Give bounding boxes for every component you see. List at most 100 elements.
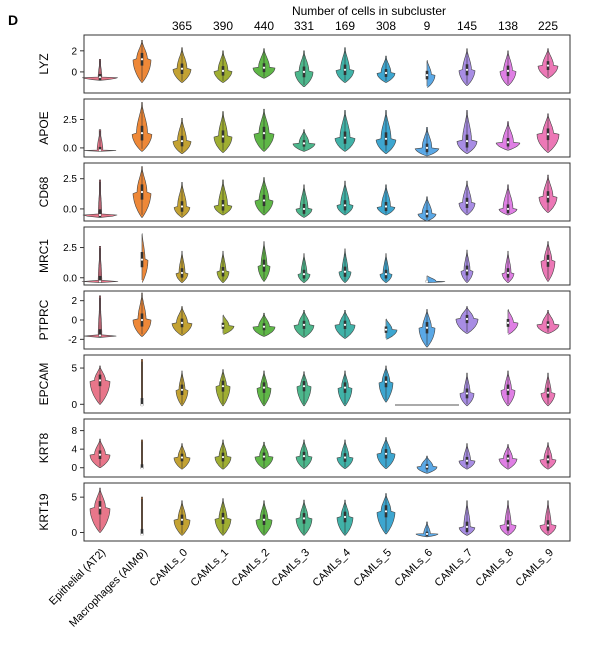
violin-median [140, 258, 144, 261]
x-group-label: CAMLs_9 [513, 547, 556, 590]
violin-median [98, 379, 102, 382]
violin-epcam-0 [89, 365, 111, 405]
x-group-label: CAMLs_0 [147, 547, 190, 590]
violin-apoe-1 [131, 102, 153, 152]
violin-epcam-7 [378, 365, 394, 403]
y-tick-label: 0.0 [63, 204, 77, 215]
violin-median [180, 67, 184, 70]
violin-apoe-7 [375, 110, 397, 154]
x-axis-group-labels: Epithelial (AT2)Macrophages (AIMΦ)CAMLs_… [47, 547, 556, 630]
violin-cd68-8 [417, 196, 437, 222]
violin-ptprc-4 [252, 312, 276, 337]
violin-median [180, 321, 184, 324]
violin-ptprc-1 [132, 292, 152, 337]
violin-mrc1-7 [379, 253, 393, 283]
violin-apoe-2 [172, 118, 192, 154]
violin-median [506, 207, 510, 211]
gene-axis-label: APOE [37, 111, 51, 144]
violin-median [546, 64, 550, 67]
violin-median [506, 524, 510, 527]
x-group-label: Macrophages (AIMΦ) [67, 547, 150, 630]
violin-mrc1-1 [140, 233, 149, 283]
violin-epcam-9 [459, 372, 475, 407]
violin-median [546, 391, 550, 394]
panel-krt8: KRT8 8 4 0 [37, 418, 571, 478]
violin-median [465, 459, 469, 462]
violin-median [343, 270, 347, 273]
violin-ptprc-11 [536, 310, 560, 334]
violin-median [221, 455, 225, 459]
y-tick-label: -2 [68, 335, 77, 346]
violin-median [180, 518, 184, 521]
violin-krt19-10 [499, 500, 517, 536]
panel-krt19: KRT19 5 0 [37, 482, 571, 542]
cell-count-label: 365 [172, 19, 192, 33]
panel-label: D [8, 12, 18, 28]
y-tick-label: 0 [71, 528, 77, 539]
violin-median [465, 392, 469, 395]
violin-krt19-8 [415, 521, 439, 538]
violin-median [465, 201, 469, 204]
violin-median [140, 467, 144, 470]
x-group-label: CAMLs_4 [310, 547, 353, 590]
violin-median [262, 455, 266, 458]
violin-median [465, 68, 469, 71]
violin-median [221, 135, 225, 138]
violin-median [343, 204, 347, 207]
violin-median [343, 515, 347, 519]
violin-median [302, 273, 306, 276]
x-group-label: CAMLs_7 [432, 547, 475, 590]
violin-mrc1-6 [338, 248, 352, 283]
violin-median [180, 456, 184, 459]
x-group-label: CAMLs_5 [351, 547, 394, 590]
violin-ptprc-9 [455, 306, 479, 334]
violin-median [506, 271, 510, 275]
violin-lyz-4 [252, 48, 276, 79]
cell-count-label: 169 [335, 19, 355, 33]
y-tick-label: 0 [71, 316, 77, 327]
violin-median [221, 517, 225, 520]
violin-median [384, 205, 388, 208]
violin-median [384, 510, 388, 513]
panel-frame [83, 354, 571, 414]
y-tick-label: 0 [71, 400, 77, 411]
violin-median [180, 388, 184, 391]
violin-mrc1-11 [540, 241, 556, 282]
violin-median [262, 325, 266, 328]
violin-median [98, 149, 102, 152]
violin-median [98, 453, 102, 456]
gene-axis-label: PTPRC [37, 299, 51, 340]
violin-lyz-3 [213, 50, 233, 83]
panel-frame [83, 98, 571, 158]
cell-count-label: 138 [498, 19, 518, 33]
violin-median [425, 465, 429, 468]
y-tick-label: 0 [71, 67, 77, 78]
y-tick-label: 4 [71, 445, 77, 456]
violin-body [223, 314, 235, 335]
violin-mrc1-0 [81, 246, 119, 283]
violin-krt8-0 [89, 438, 111, 468]
violin-median [506, 457, 510, 460]
violin-median [302, 207, 306, 211]
gene-axis-label: KRT19 [37, 493, 51, 530]
violin-krt8-5 [295, 439, 313, 469]
gene-axis-label: CD68 [37, 176, 51, 207]
violin-krt8-10 [498, 444, 518, 470]
violin-cd68-3 [213, 179, 233, 216]
violin-mrc1-8 [425, 275, 446, 283]
panel-ptprc: PTPRC 2 0 -2 [37, 290, 571, 350]
panel-apoe: APOE 2.5 0.0 [37, 98, 571, 158]
violin-median [384, 328, 388, 331]
violin-median [425, 212, 429, 215]
violin-median [262, 264, 266, 267]
violin-ptprc-7 [384, 318, 398, 340]
violin-krt8-3 [214, 439, 232, 470]
violin-body [141, 233, 149, 283]
gene-axis-label: EPCAM [37, 363, 51, 406]
panel-frame [83, 226, 571, 286]
violin-apoe-10 [495, 121, 521, 151]
violin-ptprc-0 [83, 295, 117, 338]
violin-cd68-10 [498, 184, 518, 216]
violin-ptprc-8 [418, 309, 436, 348]
violin-lyz-9 [458, 48, 476, 86]
